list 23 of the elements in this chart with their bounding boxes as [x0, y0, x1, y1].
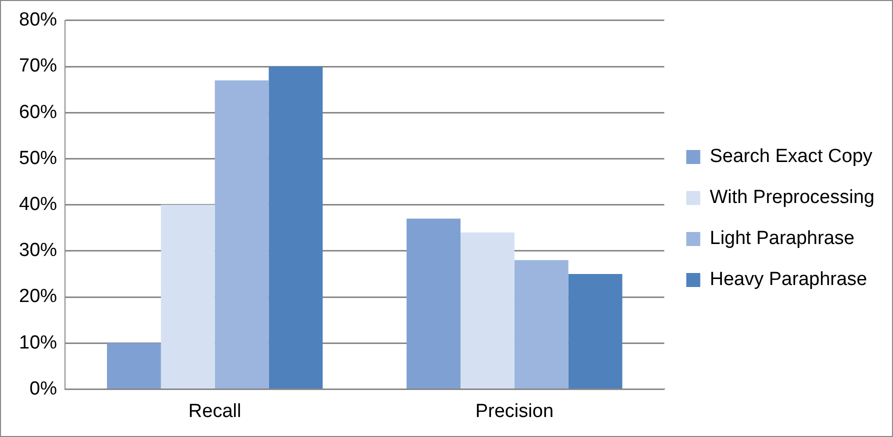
bar [406, 218, 461, 388]
bar [568, 274, 622, 388]
legend-label: Heavy Paraphrase [710, 269, 868, 290]
y-tick-label: 10% [18, 332, 58, 354]
y-tick-label: 30% [18, 240, 58, 262]
legend-label: Light Paraphrase [710, 228, 854, 250]
y-tick-label: 0% [30, 378, 58, 400]
bar [514, 260, 568, 388]
y-tick-label: 80% [18, 10, 58, 31]
bar [460, 232, 514, 388]
y-tick-label: 20% [18, 286, 58, 308]
legend-label: Search Exact Copy [710, 146, 873, 168]
bar [268, 66, 323, 388]
y-tick-label: 40% [18, 194, 58, 216]
x-tick-label: Recall [188, 400, 242, 422]
y-tick-label: 60% [18, 102, 58, 123]
bar [106, 343, 161, 388]
bar [160, 204, 215, 388]
x-tick-label: Precision [475, 400, 554, 422]
legend-label: With Preprocessing [710, 187, 874, 208]
bar [214, 80, 269, 388]
y-tick-label: 50% [18, 148, 58, 169]
y-tick-label: 70% [18, 56, 58, 77]
